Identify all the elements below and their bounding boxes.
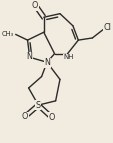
Text: O: O	[32, 1, 38, 10]
Text: Cl: Cl	[102, 23, 110, 32]
Text: O: O	[48, 113, 55, 122]
Text: S: S	[35, 101, 41, 110]
Text: CH₃: CH₃	[1, 31, 13, 37]
Text: N: N	[44, 58, 50, 67]
Text: O: O	[21, 112, 28, 121]
Text: N: N	[26, 52, 32, 61]
Text: NH: NH	[63, 54, 73, 60]
